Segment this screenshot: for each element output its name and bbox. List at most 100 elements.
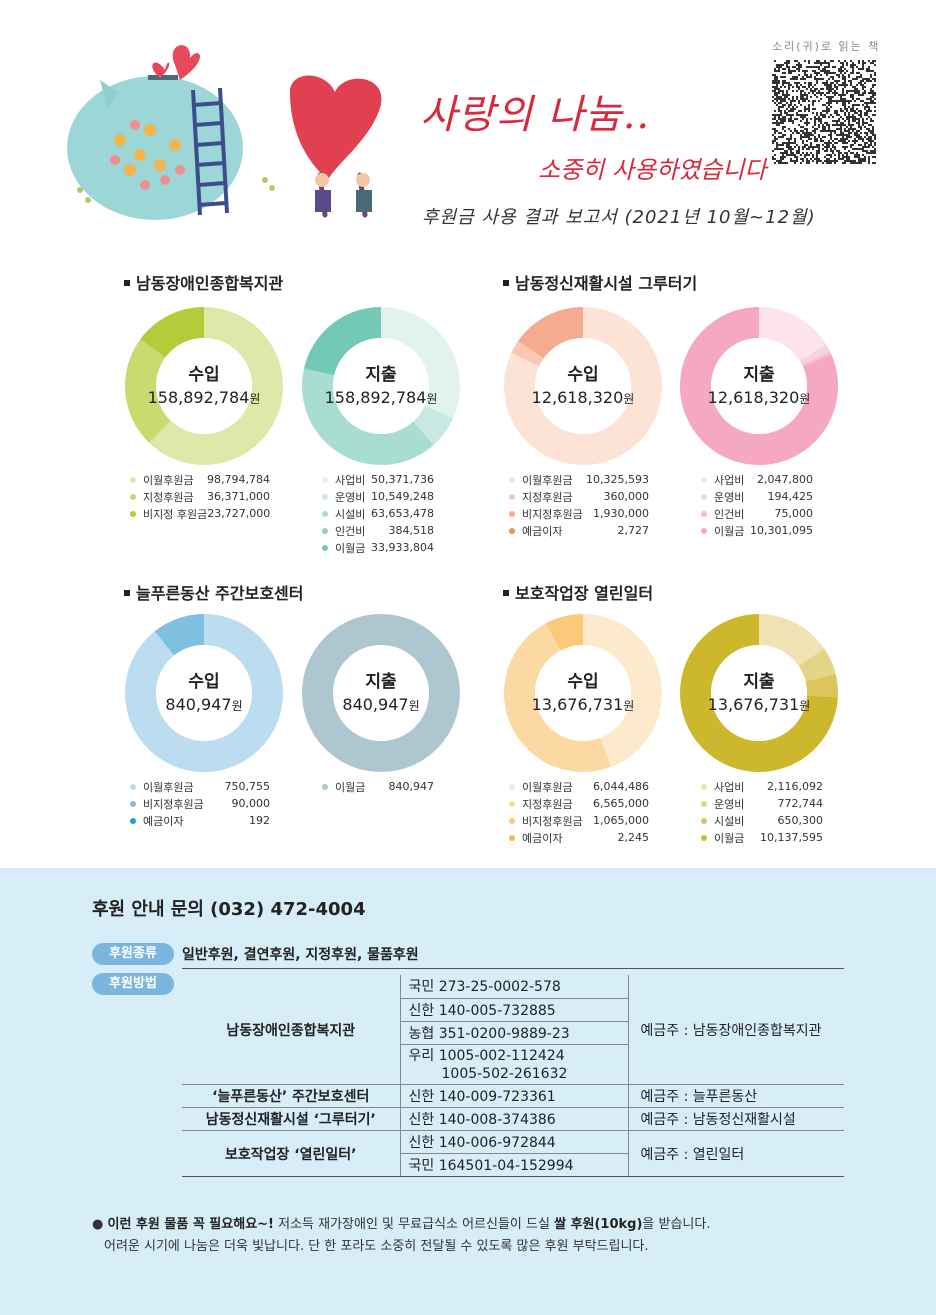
legend-item: 이월금 840,947	[322, 778, 434, 795]
donut-hole	[156, 645, 252, 741]
legend-dot-icon	[322, 783, 328, 790]
legend-label: 인건비	[714, 507, 745, 521]
legend-item: 지정후원금 6,565,000	[509, 795, 649, 812]
legend-value: 98,794,784	[207, 473, 270, 486]
legend-expense: 이월금 840,947	[322, 778, 434, 795]
legend-label: 운영비	[335, 490, 366, 504]
legend-value: 384,518	[388, 524, 435, 537]
legend-item: 비지정후원금 1,065,000	[509, 812, 649, 829]
account-number: 농협 351-0200-9889-23	[400, 1021, 629, 1045]
legend-dot-icon	[701, 817, 707, 824]
legend-label: 이월후원금	[143, 473, 194, 487]
legend-dot-icon	[701, 783, 707, 790]
support-types-text: 일반후원, 결연후원, 지정후원, 물품후원	[182, 947, 419, 963]
piggy-bank-illustration	[67, 45, 382, 220]
donut-chart-income: 수입 158,892,784원	[124, 306, 284, 466]
donut-segment	[680, 614, 838, 772]
legend-dot-icon	[322, 527, 328, 534]
notice-line2: 어려운 시기에 나눔은 더욱 빛납니다. 단 한 포라도 소중히 전달될 수 있…	[104, 1239, 649, 1254]
legend-dot-icon	[322, 510, 328, 517]
legend-item: 이월후원금 10,325,593	[509, 471, 649, 488]
section-title-namdong-welfare: 남동장애인종합복지관	[124, 270, 283, 294]
table-row: 국민 164501-04-152994	[182, 1153, 844, 1177]
legend-label: 비지정후원금	[522, 814, 583, 828]
legend-dot-icon	[509, 817, 515, 824]
donut-segment	[381, 307, 460, 419]
legend-label: 이월금	[335, 780, 366, 794]
legend-item: 이월금 33,933,804	[322, 539, 434, 556]
donut-segment	[149, 307, 283, 465]
legend-value: 75,000	[774, 507, 814, 520]
donut-segment	[805, 673, 838, 698]
table-row: 1005-502-261632	[182, 1064, 844, 1085]
donut-chart-expense: 지출 13,676,731원	[679, 613, 839, 773]
donut-segment	[759, 614, 825, 666]
legend-dot-icon	[322, 544, 328, 551]
legend-income: 이월후원금 6,044,486 지정후원금 6,565,000 비지정후원금 1,065,…	[509, 778, 649, 846]
donut-hole	[333, 338, 429, 434]
legend-dot-icon	[509, 493, 515, 500]
legend-label: 예금이자	[522, 831, 563, 845]
legend-value: 750,755	[224, 780, 271, 793]
legend-item: 지정후원금 36,371,000	[130, 488, 270, 505]
legend-value: 50,371,736	[371, 473, 434, 486]
legend-label: 지정후원금	[143, 490, 194, 504]
legend-dot-icon	[130, 476, 136, 483]
legend-value: 194,425	[767, 490, 814, 503]
donut-segment	[302, 614, 460, 772]
account-holder: 예금주 : 늘푸른동산	[628, 1084, 844, 1108]
legend-value: 650,300	[777, 814, 824, 827]
section-title-neulpureun: 늘푸른동산 주간보호센터	[124, 580, 304, 604]
account-holder: 예금주 : 열린일터	[628, 1130, 844, 1177]
section-title-yeollin-ilteo: 보호작업장 열린일터	[503, 580, 653, 604]
legend-dot-icon	[509, 476, 515, 483]
legend-dot-icon	[130, 783, 136, 790]
legend-item: 사업비 2,047,800	[701, 471, 813, 488]
account-number: 신한 140-008-374386	[400, 1107, 629, 1131]
legend-value: 1,930,000	[593, 507, 649, 520]
donut-hole	[333, 645, 429, 741]
donut-segment	[798, 648, 836, 682]
legend-value: 23,727,000	[207, 507, 271, 520]
bank-accounts-table: 남동장애인종합복지관 국민 273-25-0002-578 예금주 : 남동장애…	[182, 975, 844, 1177]
legend-value: 90,000	[231, 797, 271, 810]
qr-code[interactable]	[772, 60, 876, 164]
legend-value: 2,245	[617, 831, 650, 844]
legend-label: 인건비	[335, 524, 366, 538]
legend-item: 시설비 63,653,478	[322, 505, 434, 522]
sub-title: 소중히 사용하였습니다	[538, 156, 767, 184]
legend-item: 운영비 10,549,248	[322, 488, 434, 505]
donut-segment	[680, 307, 838, 465]
legend-item: 이월금 10,301,095	[701, 522, 813, 539]
legend-dot-icon	[701, 527, 707, 534]
legend-item: 운영비 772,744	[701, 795, 823, 812]
legend-dot-icon	[509, 834, 515, 841]
donut-segment	[802, 351, 832, 367]
org-name: 남동장애인종합복지관	[182, 975, 401, 1085]
legend-item: 인건비 384,518	[322, 522, 434, 539]
donut-segment	[125, 614, 283, 772]
legend-dot-icon	[701, 800, 707, 807]
donut-segment	[140, 307, 204, 358]
donut-chart-income: 수입 12,618,320원	[503, 306, 663, 466]
donut-segment	[511, 340, 544, 367]
legend-value: 2,116,092	[767, 780, 823, 793]
legend-expense: 사업비 2,116,092 운영비 772,744 시설비 650,300 이월금 10,13…	[701, 778, 823, 846]
legend-item: 이월후원금 750,755	[130, 778, 270, 795]
main-title: 사랑의 나눔..	[420, 92, 651, 138]
legend-value: 10,137,595	[760, 831, 823, 844]
legend-dot-icon	[701, 476, 707, 483]
legend-value: 192	[249, 814, 270, 827]
legend-dot-icon	[130, 510, 136, 517]
legend-item: 예금이자 2,245	[509, 829, 649, 846]
legend-label: 이월금	[714, 831, 745, 845]
org-name: 남동정신재활시설 ‘그루터기’	[182, 1107, 401, 1131]
legend-item: 지정후원금 360,000	[509, 488, 649, 505]
donut-segment	[518, 307, 583, 359]
donut-segment	[413, 405, 454, 445]
report-period: 후원금 사용 결과 보고서 (2021년 10월~12월)	[422, 207, 816, 228]
legend-label: 이월후원금	[522, 473, 573, 487]
donut-segment	[799, 344, 830, 365]
legend-dot-icon	[322, 476, 328, 483]
legend-expense: 사업비 2,047,800 운영비 194,425 인건비 75,000 이월금 10,301…	[701, 471, 813, 539]
